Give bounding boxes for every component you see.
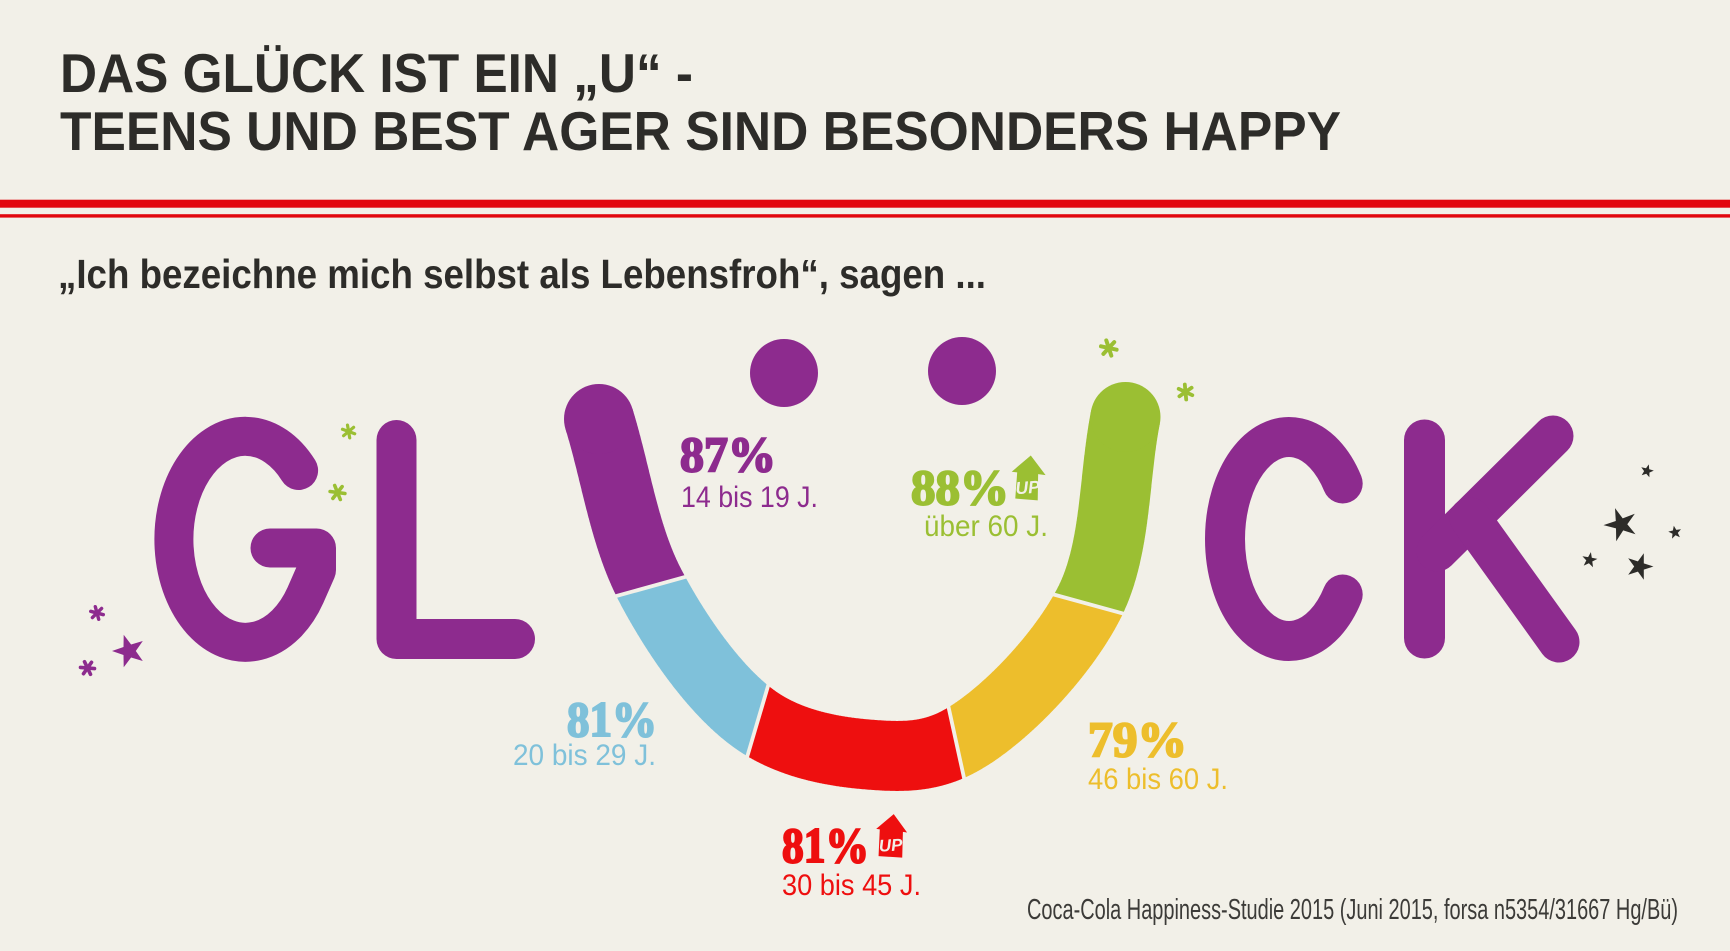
svg-text:81%: 81% bbox=[782, 817, 869, 873]
svg-text:TEENS UND BEST AGER SIND BESON: TEENS UND BEST AGER SIND BESONDERS HAPPY bbox=[60, 100, 1341, 162]
svg-text:UP: UP bbox=[1015, 477, 1041, 499]
svg-text:46 bis 60 J.: 46 bis 60 J. bbox=[1088, 763, 1228, 796]
svg-text:88%: 88% bbox=[911, 459, 1009, 515]
svg-text:81%: 81% bbox=[567, 691, 657, 747]
svg-text:87%: 87% bbox=[680, 426, 776, 482]
svg-text:„Ich bezeichne mich selbst als: „Ich bezeichne mich selbst als Lebensfro… bbox=[58, 251, 986, 297]
svg-text:14 bis 19 J.: 14 bis 19 J. bbox=[681, 481, 818, 514]
svg-text:UP: UP bbox=[878, 835, 904, 856]
svg-text:DAS GLÜCK IST EIN „U“ -: DAS GLÜCK IST EIN „U“ - bbox=[60, 42, 693, 104]
svg-text:Coca-Cola Happiness-Studie 201: Coca-Cola Happiness-Studie 2015 (Juni 20… bbox=[1027, 894, 1678, 926]
svg-text:79%: 79% bbox=[1088, 711, 1187, 767]
svg-text:20 bis 29 J.: 20 bis 29 J. bbox=[513, 739, 656, 772]
svg-text:30 bis 45 J.: 30 bis 45 J. bbox=[782, 869, 921, 902]
svg-text:über 60 J.: über 60 J. bbox=[924, 510, 1048, 543]
